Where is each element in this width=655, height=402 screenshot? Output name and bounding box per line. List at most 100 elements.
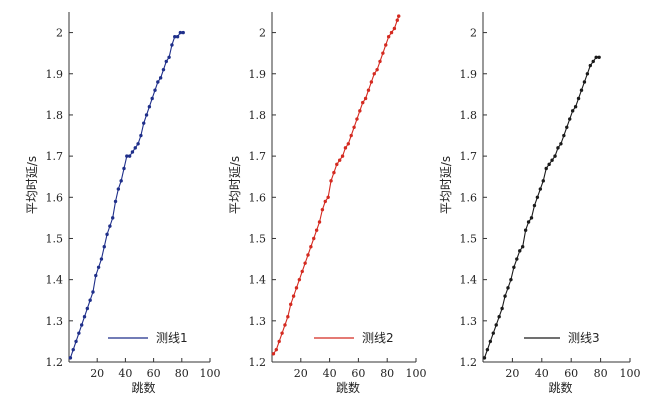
data-point: [369, 80, 374, 84]
data-point: [150, 96, 154, 101]
data-point: [271, 352, 276, 356]
y-tick-label: 1.6: [460, 191, 478, 204]
x-tick-label: 60: [147, 367, 161, 380]
data-point: [384, 43, 388, 47]
y-tick-label: 1.8: [460, 109, 478, 122]
y-axis-label: 平均时延/s: [228, 156, 242, 214]
x-tick-label: 80: [175, 367, 189, 380]
data-point: [326, 195, 330, 199]
data-point: [158, 76, 163, 80]
series-line: [483, 56, 600, 359]
data-point: [538, 187, 543, 191]
y-tick-label: 1.8: [249, 109, 267, 122]
data-point: [105, 232, 109, 237]
y-tick-label: 1.4: [46, 274, 64, 287]
data-point: [591, 59, 595, 64]
data-point: [297, 277, 302, 282]
data-point: [509, 277, 513, 282]
data-point: [500, 306, 504, 311]
data-point: [320, 207, 325, 212]
x-tick-label: 100: [620, 367, 641, 380]
y-tick-label: 1.5: [46, 232, 64, 245]
data-point: [526, 220, 531, 224]
y-tick-label: 1.7: [249, 150, 267, 163]
data-point: [568, 117, 572, 121]
data-point: [378, 59, 382, 64]
data-point: [122, 166, 126, 171]
data-point: [389, 30, 394, 35]
data-point: [99, 257, 104, 261]
data-point: [306, 253, 310, 257]
data-point: [570, 109, 575, 113]
x-tick-label: 80: [380, 367, 394, 380]
data-point: [164, 59, 168, 64]
data-point: [116, 187, 121, 191]
data-point: [289, 302, 293, 307]
y-tick-label: 1.6: [46, 191, 64, 204]
x-tick-label: 20: [294, 367, 308, 380]
data-point: [113, 199, 118, 204]
data-point: [170, 43, 174, 47]
y-tick-label: 2: [56, 27, 63, 40]
data-point: [77, 331, 81, 335]
y-tick-label: 1.2: [460, 356, 478, 369]
x-tick-label: 40: [323, 367, 337, 380]
data-point: [597, 55, 601, 59]
data-point: [133, 146, 137, 150]
data-point: [550, 158, 554, 162]
data-point: [139, 133, 143, 138]
data-point: [314, 228, 319, 232]
data-point: [392, 26, 397, 31]
data-point: [352, 125, 356, 129]
data-point: [277, 339, 281, 344]
data-point: [94, 273, 98, 278]
data-point: [494, 323, 498, 327]
y-tick-label: 1.9: [249, 68, 267, 81]
data-point: [291, 294, 296, 298]
data-point: [529, 216, 534, 220]
data-point: [535, 195, 540, 199]
x-axis-label: 跳数: [131, 380, 155, 395]
data-point: [556, 146, 560, 150]
data-point: [125, 154, 129, 158]
y-tick-label: 1.4: [460, 274, 478, 287]
data-point: [361, 100, 365, 105]
data-point: [579, 88, 584, 92]
legend-label: 测线1: [156, 331, 188, 345]
data-point: [312, 236, 316, 241]
data-point: [130, 150, 135, 154]
data-point: [337, 158, 342, 162]
data-point: [520, 245, 525, 249]
data-point: [397, 14, 401, 18]
data-point: [111, 216, 115, 220]
data-point: [181, 30, 185, 35]
data-point: [294, 286, 299, 290]
data-point: [108, 224, 112, 228]
data-point: [178, 30, 183, 35]
data-point: [153, 88, 157, 92]
data-point: [79, 323, 84, 327]
data-point: [161, 67, 166, 72]
data-point: [573, 105, 578, 109]
data-point: [332, 170, 336, 175]
data-point: [323, 199, 327, 204]
chart-panel-3: 1.2 1.3 1.4 1.5 1.6 1.7 1.8 1.9 2 20 40 60 80 100 跳数 平均…: [439, 12, 641, 395]
data-point: [309, 245, 313, 249]
data-point: [102, 245, 106, 249]
data-point: [363, 96, 368, 101]
x-tick-label: 40: [535, 367, 549, 380]
y-tick-label: 1.9: [46, 68, 64, 81]
data-point: [85, 306, 90, 311]
data-point: [594, 55, 598, 59]
y-axis-label: 平均时延/s: [439, 156, 453, 214]
data-point: [518, 249, 522, 253]
y-tick-label: 1.2: [249, 356, 267, 369]
data-point: [71, 347, 75, 352]
data-point: [346, 142, 351, 146]
data-point: [274, 347, 279, 352]
y-tick-label: 1.3: [249, 315, 267, 328]
data-point: [88, 298, 92, 302]
data-point: [82, 315, 87, 319]
